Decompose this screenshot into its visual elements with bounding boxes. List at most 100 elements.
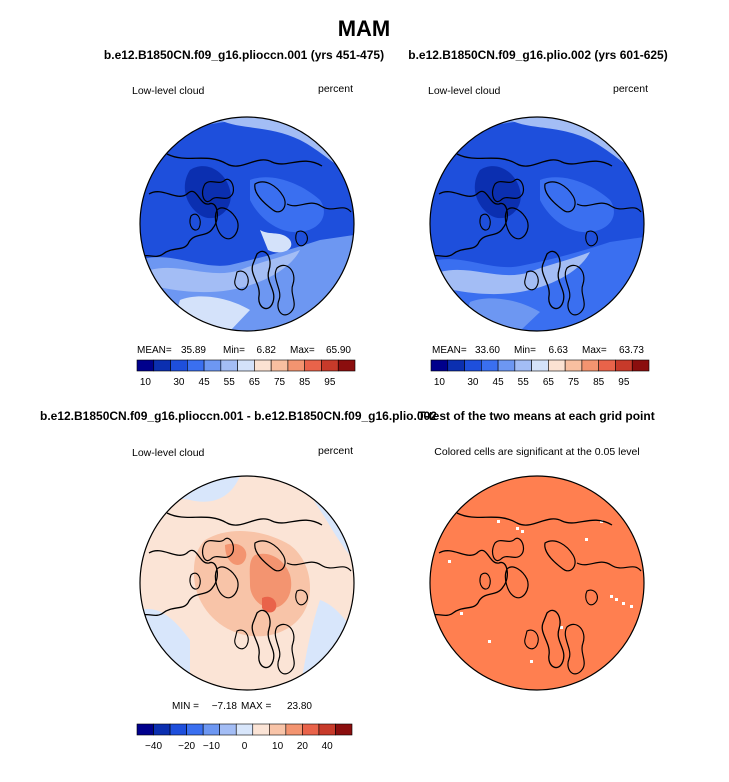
colorbar-tick-label: 10 bbox=[272, 741, 284, 752]
colorbar-tick-label: 10 bbox=[434, 377, 446, 388]
panel-b-units-label: percent bbox=[613, 83, 648, 95]
svg-text:MEAN=: MEAN= bbox=[137, 345, 172, 356]
svg-text:6.63: 6.63 bbox=[549, 345, 569, 356]
panel-d-subtitle: Colored cells are significant at the 0.0… bbox=[434, 446, 639, 458]
colorbar-box bbox=[430, 359, 449, 372]
svg-text:Max=: Max= bbox=[582, 345, 607, 356]
colorbar-tick-label: 65 bbox=[543, 377, 555, 388]
panel-a-stats: MEAN= 35.89 Min= 6.82 Max= 65.90 bbox=[137, 345, 351, 356]
svg-text:−7.18: −7.18 bbox=[212, 701, 238, 712]
colorbar-box bbox=[287, 359, 305, 372]
colorbar-box bbox=[187, 359, 205, 372]
colorbar-box bbox=[531, 359, 549, 372]
colorbar-box bbox=[481, 359, 499, 372]
svg-text:33.60: 33.60 bbox=[475, 345, 500, 356]
colorbar-box bbox=[186, 723, 204, 736]
panel-a-variable-label: Low-level cloud bbox=[132, 85, 205, 97]
colorbar-box bbox=[447, 359, 465, 372]
colorbar-tick-label: 55 bbox=[224, 377, 236, 388]
colorbar-tick-label: 75 bbox=[274, 377, 286, 388]
colorbar-box bbox=[548, 359, 566, 372]
colorbar-box bbox=[598, 359, 616, 372]
colorbar-box bbox=[631, 359, 650, 372]
colorbar-box bbox=[270, 359, 289, 372]
colorbar-tick-label: 95 bbox=[618, 377, 630, 388]
colorbar-box bbox=[615, 359, 633, 372]
panel-a-title: b.e12.B1850CN.f09_g16.plioccn.001 (yrs 4… bbox=[104, 48, 384, 62]
colorbar-box bbox=[318, 723, 336, 736]
colorbar-tick-label: 85 bbox=[593, 377, 605, 388]
colorbar-tick-label: 85 bbox=[299, 377, 311, 388]
svg-text:Max=: Max= bbox=[290, 345, 315, 356]
colorbar-box bbox=[153, 359, 171, 372]
colorbar-box bbox=[581, 359, 599, 372]
colorbar-box bbox=[169, 723, 187, 736]
svg-text:35.89: 35.89 bbox=[181, 345, 206, 356]
colorbar-tick-label: 75 bbox=[568, 377, 580, 388]
panel-b-map bbox=[430, 117, 644, 331]
panel-c-map-boundary bbox=[139, 475, 355, 691]
colorbar-tick-label: 10 bbox=[140, 377, 152, 388]
colorbar-box bbox=[203, 359, 222, 372]
colorbar-box bbox=[252, 723, 270, 736]
colorbar-tick-label: −20 bbox=[178, 741, 195, 752]
colorbar-box bbox=[464, 359, 482, 372]
colorbar-box bbox=[237, 359, 255, 372]
colorbar-tick-label: 20 bbox=[297, 741, 309, 752]
svg-text:63.73: 63.73 bbox=[619, 345, 644, 356]
colorbar-box bbox=[302, 723, 320, 736]
colorbar-tick-label: 30 bbox=[467, 377, 479, 388]
colorbar-box bbox=[335, 723, 353, 736]
main-title: MAM bbox=[338, 16, 391, 41]
panel-c-colorbar: −40 −20 −10 0 10 20 40 bbox=[136, 723, 353, 752]
panel-b-title: b.e12.B1850CN.f09_g16.plio.002 (yrs 601-… bbox=[408, 48, 667, 62]
panel-b-map-boundary bbox=[429, 116, 645, 332]
colorbar-tick-label: 0 bbox=[242, 741, 248, 752]
colorbar-box bbox=[235, 723, 254, 736]
colorbar-box bbox=[285, 723, 303, 736]
panel-a-colorbar: 10 30 45 55 65 75 85 95 bbox=[136, 359, 356, 388]
colorbar-tick-label: 30 bbox=[173, 377, 185, 388]
colorbar-tick-label: 65 bbox=[249, 377, 261, 388]
colorbar-box bbox=[269, 723, 287, 736]
panel-d-map bbox=[430, 476, 644, 690]
colorbar-tick-label: −40 bbox=[145, 741, 162, 752]
colorbar-box bbox=[514, 359, 532, 372]
colorbar-box bbox=[564, 359, 583, 372]
panel-b-colorbar: 10 30 45 55 65 75 85 95 bbox=[430, 359, 650, 388]
panel-c-stats: MIN = −7.18 MAX = 23.80 bbox=[172, 701, 312, 712]
colorbar-box bbox=[202, 723, 220, 736]
panel-c-title-group: b.e12.B1850CN.f09_g16.plioccn.001 - b.e1… bbox=[40, 409, 437, 423]
panel-c-map bbox=[140, 476, 354, 690]
colorbar-tick-label: 45 bbox=[493, 377, 505, 388]
colorbar-box bbox=[136, 359, 155, 372]
colorbar-box bbox=[219, 723, 237, 736]
colorbar-tick-label: 55 bbox=[518, 377, 530, 388]
colorbar-box bbox=[304, 359, 322, 372]
colorbar-tick-label: 45 bbox=[199, 377, 211, 388]
colorbar-box bbox=[254, 359, 272, 372]
colorbar-box bbox=[136, 723, 154, 736]
svg-text:MEAN=: MEAN= bbox=[432, 345, 467, 356]
colorbar-box bbox=[220, 359, 238, 372]
svg-text:Min=: Min= bbox=[514, 345, 536, 356]
colorbar-box bbox=[337, 359, 356, 372]
colorbar-box bbox=[497, 359, 516, 372]
panel-a-units-label: percent bbox=[318, 83, 353, 95]
colorbar-box bbox=[321, 359, 339, 372]
colorbar-tick-label: 40 bbox=[322, 741, 334, 752]
panel-d-map-boundary bbox=[429, 475, 645, 691]
svg-text:6.82: 6.82 bbox=[257, 345, 277, 356]
colorbar-tick-label: −10 bbox=[203, 741, 220, 752]
colorbar-tick-label: 95 bbox=[324, 377, 336, 388]
svg-text:MAX =: MAX = bbox=[241, 701, 271, 712]
panel-a-map-boundary bbox=[139, 116, 355, 332]
panel-a-map bbox=[140, 117, 354, 331]
svg-text:65.90: 65.90 bbox=[326, 345, 351, 356]
panel-d-title: T-test of the two means at each grid poi… bbox=[418, 409, 655, 423]
svg-text:23.80: 23.80 bbox=[287, 701, 312, 712]
panel-b-stats: MEAN= 33.60 Min= 6.63 Max= 63.73 bbox=[432, 345, 644, 356]
svg-text:Min=: Min= bbox=[223, 345, 245, 356]
panel-c-title: b.e12.B1850CN.f09_g16.plioccn.001 - b.e1… bbox=[40, 409, 437, 423]
